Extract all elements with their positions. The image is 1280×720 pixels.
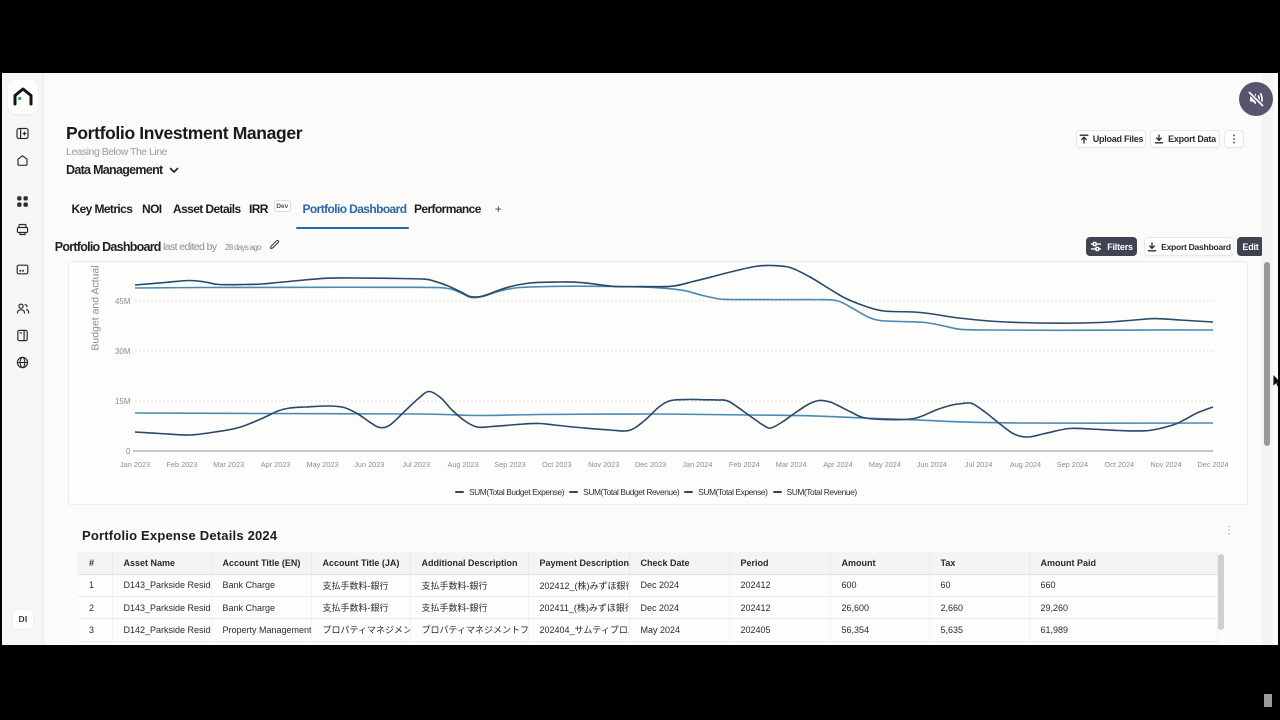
svg-text:Sep 2023: Sep 2023 <box>494 460 525 469</box>
svg-text:May 2023: May 2023 <box>306 460 338 469</box>
svg-text:Nov 2023: Nov 2023 <box>588 460 619 469</box>
svg-text:Jun 2023: Jun 2023 <box>354 460 384 469</box>
svg-text:Oct 2024: Oct 2024 <box>1104 460 1134 469</box>
svg-text:Feb 2024: Feb 2024 <box>729 460 760 469</box>
svg-text:Dec 2023: Dec 2023 <box>635 460 666 469</box>
svg-text:Mar 2023: Mar 2023 <box>213 460 244 469</box>
svg-text:Aug 2023: Aug 2023 <box>447 460 478 469</box>
svg-text:Jan 2023: Jan 2023 <box>120 460 150 469</box>
svg-text:May 2024: May 2024 <box>869 460 901 469</box>
svg-text:Jul 2024: Jul 2024 <box>965 460 993 469</box>
svg-text:Jan 2024: Jan 2024 <box>682 460 712 469</box>
svg-text:0: 0 <box>126 447 131 456</box>
svg-text:Apr 2023: Apr 2023 <box>261 460 291 469</box>
svg-text:Jul 2023: Jul 2023 <box>402 460 430 469</box>
svg-text:Mar 2024: Mar 2024 <box>776 460 807 469</box>
svg-text:Dec 2024: Dec 2024 <box>1197 460 1228 469</box>
svg-text:Nov 2024: Nov 2024 <box>1150 460 1181 469</box>
svg-text:15M: 15M <box>115 397 131 406</box>
svg-text:Feb 2023: Feb 2023 <box>166 460 197 469</box>
svg-text:Jun 2024: Jun 2024 <box>917 460 947 469</box>
svg-text:Oct 2023: Oct 2023 <box>542 460 572 469</box>
svg-text:Apr 2024: Apr 2024 <box>823 460 853 469</box>
svg-text:45M: 45M <box>115 297 131 306</box>
svg-text:Aug 2024: Aug 2024 <box>1010 460 1041 469</box>
svg-text:Budget and Actual: Budget and Actual <box>90 265 102 350</box>
svg-text:Sep 2024: Sep 2024 <box>1057 460 1088 469</box>
svg-text:30M: 30M <box>115 347 131 356</box>
